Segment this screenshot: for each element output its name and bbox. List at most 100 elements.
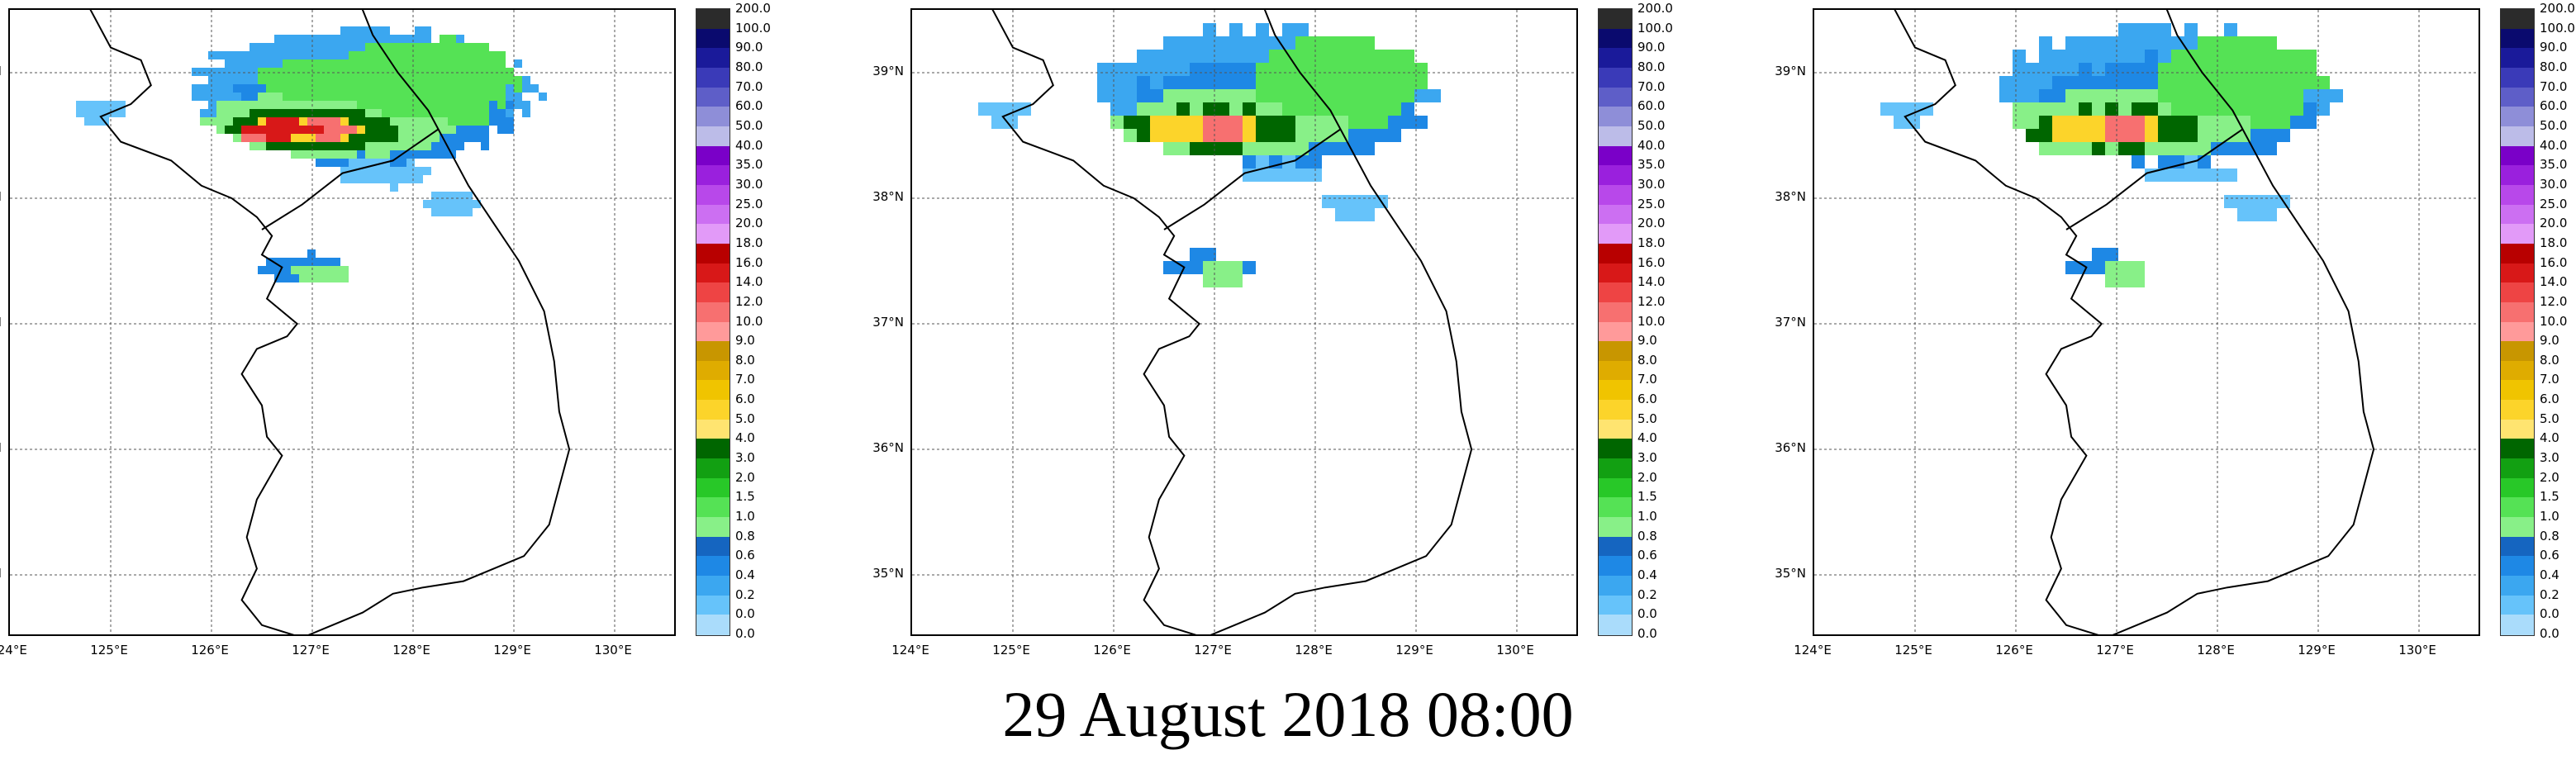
colorbar-swatch xyxy=(2501,9,2534,30)
precip-cell xyxy=(398,84,406,93)
precip-cell xyxy=(423,142,431,150)
precip-cell xyxy=(258,84,266,93)
precip-cell xyxy=(241,109,250,117)
precip-cell xyxy=(2092,36,2105,50)
colorbar-swatch xyxy=(1599,517,1632,538)
precip-cell xyxy=(76,109,84,117)
precip-cell xyxy=(489,101,497,109)
precip-cell xyxy=(332,117,340,126)
precip-cell xyxy=(464,200,473,208)
colorbar-label: 6.0 xyxy=(1637,392,1657,407)
precip-cell xyxy=(1256,50,1269,63)
precip-cell xyxy=(1282,76,1295,89)
precip-cell xyxy=(2211,76,2224,89)
precip-cell xyxy=(1295,23,1309,36)
precip-cell xyxy=(365,43,373,51)
precip-cell xyxy=(1176,116,1190,129)
precip-cell xyxy=(1176,63,1190,76)
precip-cell xyxy=(291,93,299,101)
precip-cell xyxy=(1163,116,1176,129)
precip-cell xyxy=(373,93,382,101)
precip-cell xyxy=(192,84,200,93)
colorbar-swatch xyxy=(696,184,730,206)
precip-cell xyxy=(2264,195,2277,208)
precip-cell xyxy=(440,84,448,93)
precip-cell xyxy=(440,68,448,76)
colorbar-swatch xyxy=(1599,9,1632,30)
precip-cell xyxy=(291,142,299,150)
precip-cell xyxy=(1150,129,1163,142)
precip-cell xyxy=(1229,76,1243,89)
radar-map xyxy=(912,10,1576,634)
precip-cell xyxy=(2105,248,2118,261)
precip-cell xyxy=(382,93,390,101)
precip-cell xyxy=(2158,89,2171,102)
precip-cell xyxy=(299,59,307,68)
precip-cell xyxy=(2118,102,2132,116)
precip-cell xyxy=(225,84,233,93)
colorbar-label: 40.0 xyxy=(1637,137,1666,153)
precip-cell xyxy=(291,258,299,266)
precip-cell xyxy=(283,134,291,142)
colorbar-label: 7.0 xyxy=(735,372,755,387)
precip-cell xyxy=(283,274,291,282)
longitude-label: 130°E xyxy=(2398,643,2436,657)
precip-cell xyxy=(406,134,415,142)
precip-cell xyxy=(2224,23,2237,36)
precip-cell xyxy=(340,109,349,117)
colorbar-swatch xyxy=(696,28,730,49)
precip-cell xyxy=(1362,102,1375,116)
precip-cell xyxy=(266,84,274,93)
precip-cell xyxy=(1137,50,1150,63)
precip-cell xyxy=(340,117,349,126)
colorbar-label: 25.0 xyxy=(1637,196,1666,211)
precip-cell xyxy=(390,51,398,59)
precip-cell xyxy=(415,134,423,142)
precip-cell xyxy=(208,109,216,117)
precip-cell xyxy=(349,117,357,126)
precip-cell xyxy=(1348,76,1362,89)
precip-cell xyxy=(2105,50,2118,63)
precip-cell xyxy=(266,51,274,59)
precip-cell xyxy=(299,93,307,101)
colorbar-swatch xyxy=(2501,615,2534,635)
precip-cell xyxy=(440,35,448,43)
precip-cell xyxy=(473,43,481,51)
precip-cell xyxy=(1137,76,1150,89)
precip-cell xyxy=(324,109,332,117)
precip-cell xyxy=(332,150,340,159)
precip-cell xyxy=(2052,89,2065,102)
precip-cell xyxy=(117,109,126,117)
precip-cell xyxy=(481,109,489,117)
precip-cell xyxy=(2039,142,2052,155)
precip-cell xyxy=(1137,63,1150,76)
precip-cell xyxy=(274,59,283,68)
precip-cell xyxy=(448,117,456,126)
precip-cell xyxy=(357,167,365,175)
colorbar-swatch xyxy=(2501,439,2534,459)
precip-cell xyxy=(307,117,316,126)
precip-cell xyxy=(340,175,349,183)
precip-cell xyxy=(2118,63,2132,76)
precip-cell xyxy=(473,109,481,117)
precip-cell xyxy=(332,59,340,68)
precip-cell xyxy=(1362,208,1375,221)
precip-cell xyxy=(1335,76,1348,89)
precip-cell xyxy=(440,126,448,134)
precip-cell xyxy=(316,109,324,117)
precip-cell xyxy=(506,101,514,109)
timestamp-caption: 29 August 2018 08:00 xyxy=(1002,678,1574,750)
precip-cell xyxy=(373,142,382,150)
colorbar-swatch xyxy=(1599,556,1632,577)
precip-cell xyxy=(2184,89,2198,102)
precip-cell xyxy=(456,126,464,134)
precip-cell xyxy=(1176,129,1190,142)
precip-cell xyxy=(456,84,464,93)
precip-cell xyxy=(390,76,398,84)
precip-cell xyxy=(2026,63,2039,76)
precip-cell xyxy=(2118,142,2132,155)
colorbar-label: 70.0 xyxy=(735,78,763,94)
precip-cell xyxy=(307,274,316,282)
colorbar-swatch xyxy=(696,126,730,147)
precip-cell xyxy=(2290,89,2303,102)
